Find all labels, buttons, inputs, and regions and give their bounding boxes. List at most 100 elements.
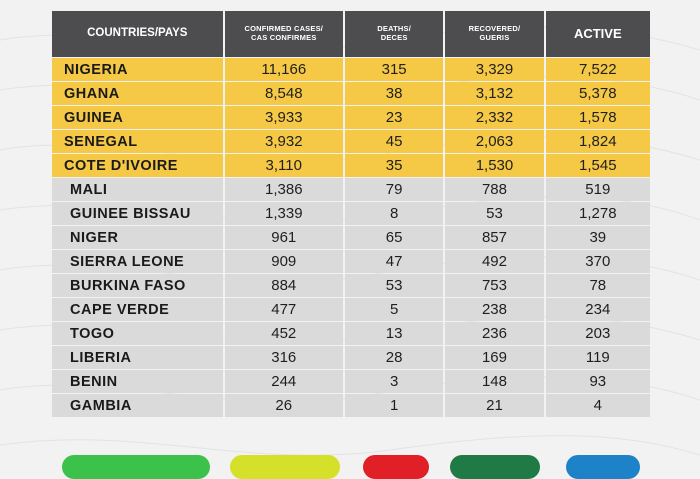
header-active: ACTIVE bbox=[545, 11, 650, 57]
cell-country: BENIN bbox=[52, 370, 223, 393]
table-row: GHANA 8,548 38 3,132 5,378 bbox=[52, 82, 650, 105]
cell-deaths: 65 bbox=[344, 226, 444, 249]
cell-recovered: 169 bbox=[445, 346, 544, 369]
cell-recovered: 788 bbox=[445, 178, 544, 201]
cell-confirmed: 8,548 bbox=[224, 82, 343, 105]
cell-country: SIERRA LEONE bbox=[52, 250, 223, 273]
cell-confirmed: 477 bbox=[224, 298, 343, 321]
cell-active: 5,378 bbox=[545, 82, 650, 105]
cell-active: 39 bbox=[545, 226, 650, 249]
cell-confirmed: 452 bbox=[224, 322, 343, 345]
cell-confirmed: 3,932 bbox=[224, 130, 343, 153]
cell-active: 1,545 bbox=[545, 154, 650, 177]
covid-table-panel: COUNTRIES/PAYS CONFIRMED CASES/ CAS CONF… bbox=[50, 10, 652, 435]
header-recovered-line2: GUERIS bbox=[479, 33, 510, 42]
cell-country: GAMBIA bbox=[52, 394, 223, 417]
totals-bar bbox=[60, 455, 640, 479]
cell-active: 1,824 bbox=[545, 130, 650, 153]
cell-deaths: 8 bbox=[344, 202, 444, 225]
header-deaths-line2: DECES bbox=[380, 33, 408, 42]
cell-confirmed: 11,166 bbox=[224, 58, 343, 81]
table-row: NIGER 961 65 857 39 bbox=[52, 226, 650, 249]
table-row: COTE D'IVOIRE 3,110 35 1,530 1,545 bbox=[52, 154, 650, 177]
cell-country: GUINEA bbox=[52, 106, 223, 129]
table-row: BENIN 244 3 148 93 bbox=[52, 370, 650, 393]
cell-active: 119 bbox=[545, 346, 650, 369]
cell-active: 1,578 bbox=[545, 106, 650, 129]
cell-country: SENEGAL bbox=[52, 130, 223, 153]
cell-deaths: 23 bbox=[344, 106, 444, 129]
table-row: SIERRA LEONE 909 47 492 370 bbox=[52, 250, 650, 273]
table-row: BURKINA FASO 884 53 753 78 bbox=[52, 274, 650, 297]
total-active-pill bbox=[566, 455, 640, 479]
total-deaths-pill bbox=[363, 455, 429, 479]
cell-deaths: 5 bbox=[344, 298, 444, 321]
cell-deaths: 45 bbox=[344, 130, 444, 153]
cell-recovered: 753 bbox=[445, 274, 544, 297]
cell-confirmed: 961 bbox=[224, 226, 343, 249]
cell-recovered: 2,063 bbox=[445, 130, 544, 153]
table-row: NIGERIA 11,166 315 3,329 7,522 bbox=[52, 58, 650, 81]
cell-confirmed: 884 bbox=[224, 274, 343, 297]
cell-confirmed: 1,339 bbox=[224, 202, 343, 225]
cell-active: 4 bbox=[545, 394, 650, 417]
header-deaths-line1: DEATHS/ bbox=[377, 24, 412, 34]
cell-recovered: 1,530 bbox=[445, 154, 544, 177]
cell-recovered: 857 bbox=[445, 226, 544, 249]
header-recovered-line1: RECOVERED/ bbox=[468, 24, 521, 34]
total-recovered-pill bbox=[450, 455, 540, 479]
cell-deaths: 1 bbox=[344, 394, 444, 417]
header-confirmed-line1: CONFIRMED CASES/ bbox=[244, 24, 324, 34]
header-confirmed: CONFIRMED CASES/ CAS CONFIRMES bbox=[224, 11, 343, 57]
total-confirmed-pill bbox=[62, 455, 210, 479]
cell-country: GUINEE BISSAU bbox=[52, 202, 223, 225]
cell-country: CAPE VERDE bbox=[52, 298, 223, 321]
cell-deaths: 47 bbox=[344, 250, 444, 273]
cell-deaths: 13 bbox=[344, 322, 444, 345]
cell-recovered: 3,329 bbox=[445, 58, 544, 81]
covid-statistics-table: COUNTRIES/PAYS CONFIRMED CASES/ CAS CONF… bbox=[50, 10, 652, 418]
cell-recovered: 2,332 bbox=[445, 106, 544, 129]
cell-deaths: 28 bbox=[344, 346, 444, 369]
header-confirmed-line2: CAS CONFIRMES bbox=[251, 33, 317, 42]
cell-confirmed: 3,933 bbox=[224, 106, 343, 129]
cell-active: 78 bbox=[545, 274, 650, 297]
cell-deaths: 3 bbox=[344, 370, 444, 393]
cell-recovered: 238 bbox=[445, 298, 544, 321]
cell-deaths: 38 bbox=[344, 82, 444, 105]
table-header-row: COUNTRIES/PAYS CONFIRMED CASES/ CAS CONF… bbox=[52, 11, 650, 57]
cell-confirmed: 1,386 bbox=[224, 178, 343, 201]
cell-confirmed: 26 bbox=[224, 394, 343, 417]
cell-deaths: 79 bbox=[344, 178, 444, 201]
cell-confirmed: 244 bbox=[224, 370, 343, 393]
cell-active: 93 bbox=[545, 370, 650, 393]
table-row: GUINEE BISSAU 1,339 8 53 1,278 bbox=[52, 202, 650, 225]
table-row: LIBERIA 316 28 169 119 bbox=[52, 346, 650, 369]
cell-country: NIGER bbox=[52, 226, 223, 249]
cell-country: MALI bbox=[52, 178, 223, 201]
cell-recovered: 236 bbox=[445, 322, 544, 345]
cell-deaths: 315 bbox=[344, 58, 444, 81]
cell-country: COTE D'IVOIRE bbox=[52, 154, 223, 177]
cell-recovered: 21 bbox=[445, 394, 544, 417]
cell-confirmed: 3,110 bbox=[224, 154, 343, 177]
cell-country: NIGERIA bbox=[52, 58, 223, 81]
cell-recovered: 148 bbox=[445, 370, 544, 393]
cell-active: 370 bbox=[545, 250, 650, 273]
table-row: SENEGAL 3,932 45 2,063 1,824 bbox=[52, 130, 650, 153]
header-recovered: RECOVERED/ GUERIS bbox=[445, 11, 544, 57]
cell-active: 1,278 bbox=[545, 202, 650, 225]
table-row: CAPE VERDE 477 5 238 234 bbox=[52, 298, 650, 321]
cell-country: LIBERIA bbox=[52, 346, 223, 369]
cell-country: GHANA bbox=[52, 82, 223, 105]
table-row: GAMBIA 26 1 21 4 bbox=[52, 394, 650, 417]
cell-active: 234 bbox=[545, 298, 650, 321]
cell-active: 7,522 bbox=[545, 58, 650, 81]
total-secondary-pill bbox=[230, 455, 340, 479]
cell-confirmed: 909 bbox=[224, 250, 343, 273]
cell-country: BURKINA FASO bbox=[52, 274, 223, 297]
cell-active: 519 bbox=[545, 178, 650, 201]
cell-recovered: 53 bbox=[445, 202, 544, 225]
cell-deaths: 53 bbox=[344, 274, 444, 297]
cell-recovered: 492 bbox=[445, 250, 544, 273]
